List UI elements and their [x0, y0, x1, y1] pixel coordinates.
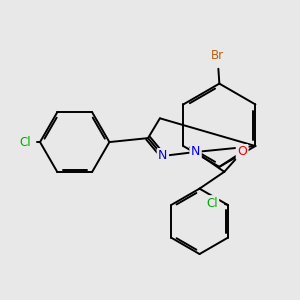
Text: N: N	[191, 146, 200, 158]
Text: N: N	[158, 149, 168, 162]
Text: Cl: Cl	[206, 196, 218, 209]
Text: O: O	[237, 146, 247, 158]
Text: Br: Br	[211, 50, 224, 62]
Text: Cl: Cl	[20, 136, 31, 148]
